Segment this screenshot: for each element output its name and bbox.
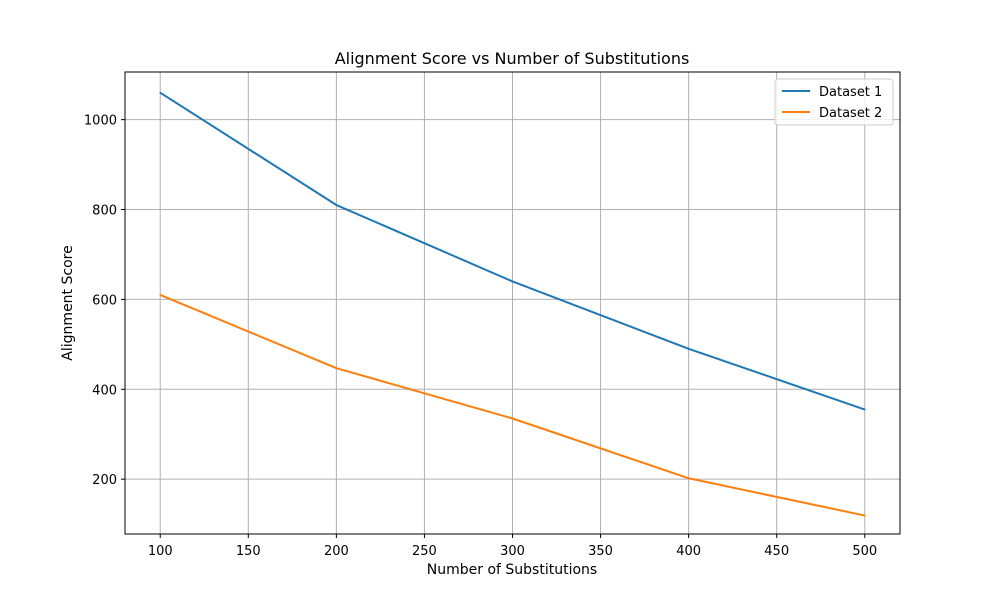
legend-label: Dataset 1 (819, 85, 882, 100)
data-point (687, 477, 690, 480)
x-tick-label: 250 (412, 544, 437, 559)
x-tick-label: 450 (764, 544, 789, 559)
x-tick-label: 200 (324, 544, 349, 559)
series-lines (159, 91, 866, 517)
y-tick-label: 600 (92, 293, 117, 308)
y-tick-label: 400 (92, 383, 117, 398)
grid-lines (125, 72, 900, 534)
y-ticks: 200 400 600 800 1000 (84, 114, 125, 488)
legend: Dataset 1 Dataset 2 (774, 78, 894, 126)
data-point (511, 417, 514, 420)
data-point (863, 514, 866, 517)
data-point (335, 204, 338, 206)
x-tick-label: 300 (500, 544, 525, 559)
data-point (335, 367, 338, 369)
data-point (863, 408, 866, 411)
data-point (159, 91, 162, 94)
x-tick-label: 100 (148, 544, 173, 559)
y-tick-label: 800 (92, 204, 117, 219)
y-tick-label: 1000 (84, 114, 117, 129)
y-tick-label: 200 (92, 473, 117, 488)
x-ticks: 100 150 200 250 300 350 400 450 500 (148, 534, 877, 559)
x-tick-label: 350 (588, 544, 613, 559)
x-tick-label: 500 (852, 544, 877, 559)
data-point (511, 280, 514, 283)
data-point (159, 294, 162, 296)
x-tick-label: 150 (236, 544, 261, 559)
y-axis-label: Alignment Score (60, 245, 76, 360)
legend-label: Dataset 2 (819, 106, 882, 121)
data-point (687, 348, 690, 350)
x-axis-label: Number of Substitutions (427, 562, 597, 578)
x-tick-label: 400 (676, 544, 701, 559)
chart-title: Alignment Score vs Number of Substitutio… (335, 49, 690, 68)
